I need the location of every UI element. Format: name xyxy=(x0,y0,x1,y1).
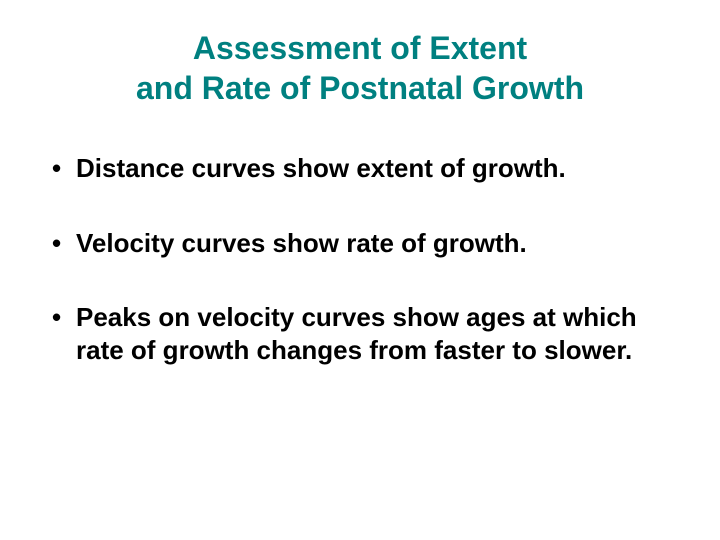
list-item: Distance curves show extent of growth. xyxy=(48,152,680,185)
list-item: Peaks on velocity curves show ages at wh… xyxy=(48,301,680,366)
bullet-text: Distance curves show extent of growth. xyxy=(76,153,566,183)
title-line-1: Assessment of Extent xyxy=(193,30,527,66)
bullet-list: Distance curves show extent of growth. V… xyxy=(40,152,680,366)
bullet-text: Peaks on velocity curves show ages at wh… xyxy=(76,302,637,365)
slide-title: Assessment of Extent and Rate of Postnat… xyxy=(40,28,680,108)
bullet-text: Velocity curves show rate of growth. xyxy=(76,228,527,258)
slide: Assessment of Extent and Rate of Postnat… xyxy=(0,0,720,540)
list-item: Velocity curves show rate of growth. xyxy=(48,227,680,260)
title-line-2: and Rate of Postnatal Growth xyxy=(136,70,584,106)
